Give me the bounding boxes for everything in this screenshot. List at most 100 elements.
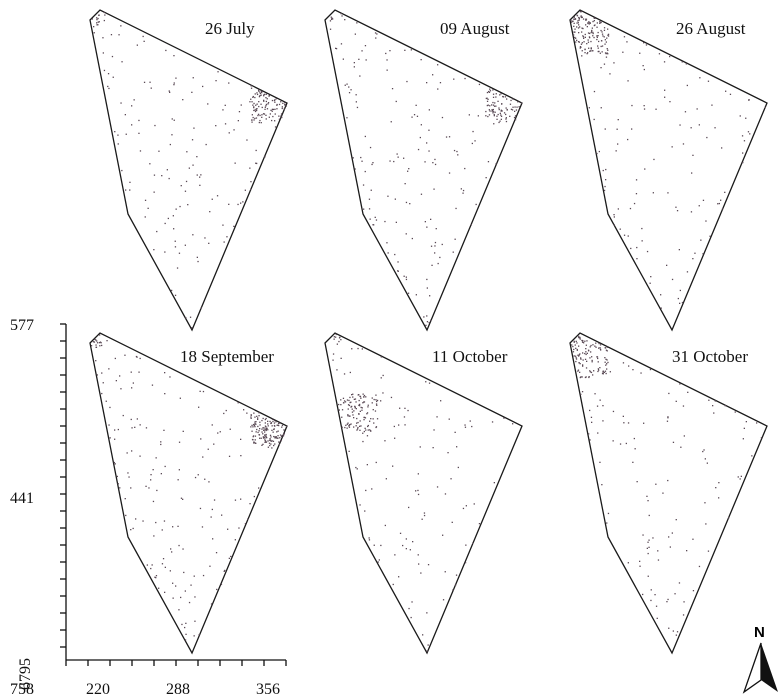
detection-point <box>368 539 371 541</box>
detection-point <box>652 537 654 539</box>
detection-point <box>630 247 632 250</box>
detection-point <box>99 345 101 347</box>
detection-point <box>603 29 606 31</box>
detection-point <box>264 106 266 108</box>
detection-point <box>261 92 263 94</box>
detection-point <box>432 162 434 164</box>
detection-point <box>264 422 266 424</box>
detection-point <box>576 348 578 351</box>
detection-point <box>592 31 594 34</box>
detection-point <box>190 584 192 586</box>
detection-point <box>95 344 97 346</box>
detection-point <box>707 550 710 552</box>
detection-point <box>351 408 353 410</box>
detection-point <box>435 228 437 230</box>
detection-point <box>280 435 283 437</box>
detection-point <box>427 564 430 566</box>
detection-point <box>228 82 230 84</box>
detection-point <box>464 167 466 170</box>
detection-point <box>101 372 103 374</box>
detection-point <box>369 218 371 220</box>
detection-point <box>265 435 267 437</box>
detection-point <box>643 105 645 107</box>
detection-point <box>366 413 368 415</box>
detection-point <box>662 492 664 494</box>
detection-point <box>486 104 488 107</box>
detection-point <box>579 47 581 49</box>
detection-point <box>374 32 377 34</box>
detection-point <box>639 560 641 562</box>
detection-point <box>134 426 136 428</box>
detection-point <box>346 83 348 85</box>
detection-point <box>267 446 269 448</box>
detection-point <box>671 532 673 534</box>
detection-point <box>703 449 705 451</box>
detection-point <box>208 481 210 483</box>
detection-point <box>605 56 608 58</box>
detection-point <box>273 99 276 102</box>
detection-point <box>627 235 629 237</box>
detection-point <box>382 374 384 377</box>
detection-point <box>632 461 634 463</box>
detection-point <box>406 80 408 83</box>
detection-point <box>708 399 710 401</box>
detection-point <box>240 438 242 440</box>
detection-point <box>259 119 261 122</box>
detection-point <box>364 417 367 419</box>
detection-point <box>130 487 132 489</box>
detection-point <box>150 87 152 89</box>
detection-point <box>250 426 252 428</box>
detection-point <box>590 371 593 374</box>
detection-point <box>163 429 165 431</box>
detection-point <box>125 133 127 135</box>
detection-point <box>221 514 223 516</box>
detection-point <box>365 59 367 61</box>
detection-point <box>364 427 366 429</box>
detection-point <box>172 597 174 599</box>
detection-point <box>254 109 256 111</box>
detection-point <box>351 348 353 350</box>
detection-point <box>356 22 358 24</box>
detection-point <box>426 321 429 323</box>
detection-point <box>425 381 427 383</box>
detection-point <box>668 392 670 395</box>
detection-point <box>573 22 575 24</box>
detection-point <box>579 363 581 365</box>
detection-point <box>138 371 140 373</box>
detection-point <box>422 634 424 636</box>
detection-point <box>265 433 267 436</box>
detection-point <box>607 28 609 30</box>
detection-point <box>575 358 578 360</box>
detection-point <box>623 36 626 38</box>
detection-point <box>272 420 274 423</box>
detection-point <box>263 100 265 102</box>
detection-point <box>426 287 428 289</box>
detection-point <box>486 100 489 102</box>
detection-point <box>491 421 494 423</box>
detection-point <box>103 69 106 72</box>
detection-point <box>169 91 171 93</box>
detection-point <box>155 457 157 459</box>
detection-point <box>182 498 184 500</box>
detection-point <box>499 112 501 114</box>
detection-point <box>356 468 358 470</box>
detection-point <box>258 487 260 489</box>
detection-point <box>475 203 477 206</box>
detection-point <box>518 109 520 111</box>
detection-point <box>258 90 260 92</box>
detection-point <box>264 435 266 437</box>
detection-point <box>200 174 202 176</box>
detection-point <box>415 294 417 296</box>
detection-point <box>609 73 611 75</box>
detection-point <box>686 271 689 273</box>
detection-point <box>426 278 428 281</box>
detection-point <box>349 396 351 399</box>
detection-point <box>588 21 590 23</box>
detection-point <box>252 95 254 98</box>
detection-point <box>433 188 435 190</box>
detection-point <box>136 44 138 46</box>
detection-point <box>493 123 495 125</box>
detection-point <box>96 22 98 24</box>
detection-point <box>333 338 335 340</box>
detection-point <box>171 118 173 120</box>
